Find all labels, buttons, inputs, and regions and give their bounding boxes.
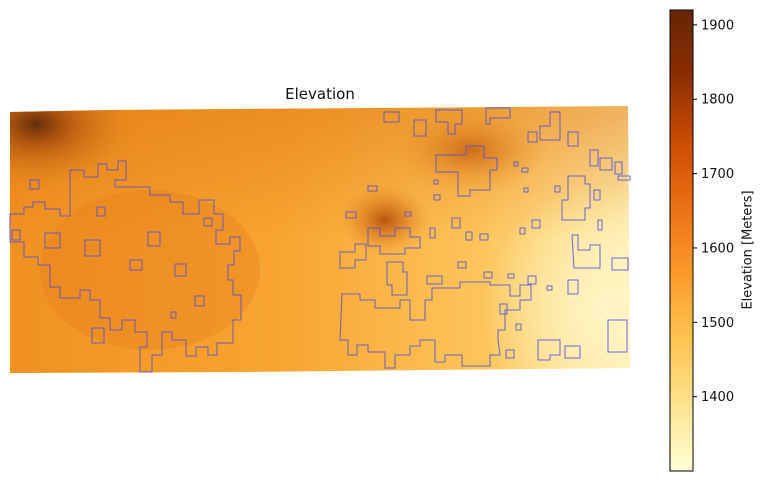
map-title: Elevation bbox=[285, 85, 355, 103]
colorbar-tick-label: 1800 bbox=[701, 93, 734, 108]
colorbar: 1400 1500 1600 1700 1800 1900 bbox=[669, 9, 734, 472]
colorbar-tick-label: 1400 bbox=[701, 390, 734, 405]
colorbar-label: Elevation [Meters] bbox=[738, 190, 758, 309]
colorbar-tick-label: 1600 bbox=[701, 241, 734, 256]
colorbar-label-text: Elevation [Meters] bbox=[740, 190, 756, 310]
colorbar-gradient bbox=[669, 9, 694, 472]
colorbar-tick-label: 1500 bbox=[701, 316, 734, 331]
boundary-outlines bbox=[9, 107, 631, 373]
colorbar-tick-label: 1900 bbox=[701, 18, 734, 33]
colorbar-tick-label: 1700 bbox=[701, 167, 734, 182]
